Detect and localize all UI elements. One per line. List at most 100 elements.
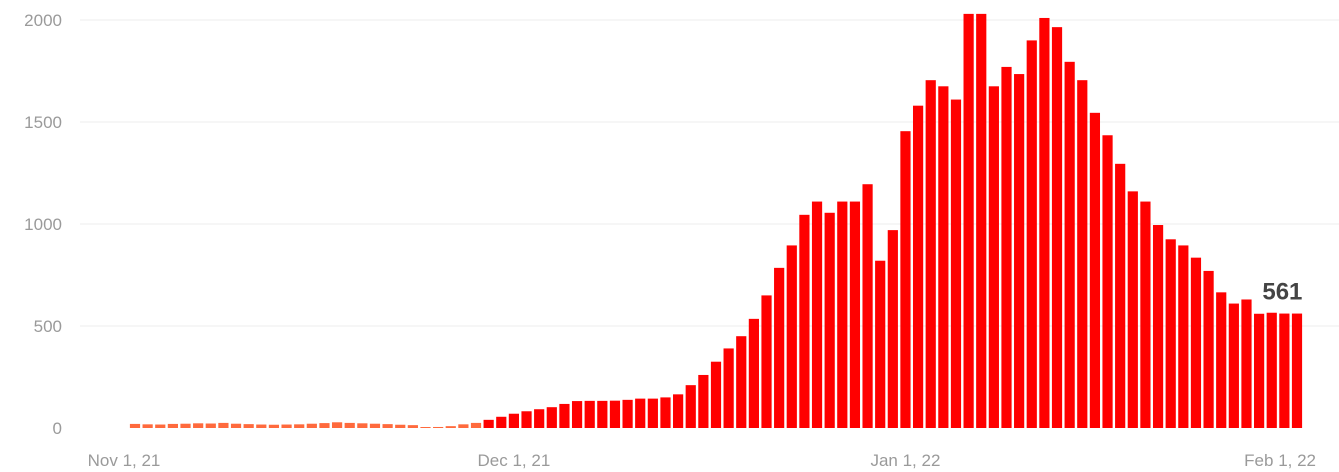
x-tick-label: Dec 1, 21 [478,451,551,470]
bar [723,348,734,428]
bar [218,422,229,428]
bar [811,201,823,428]
bar [1241,299,1252,428]
bar [180,423,191,428]
bar [521,411,532,428]
bar [849,201,861,428]
bar [433,426,444,428]
bar [559,403,570,428]
bar [205,423,216,428]
bar [622,399,633,428]
bar [900,131,911,428]
bar [1001,66,1012,429]
bar [1279,313,1290,428]
bar [685,385,696,428]
bar [862,184,873,428]
bar [294,424,305,428]
bar [357,423,368,428]
x-axis-ticks: Nov 1, 21 Dec 1, 21 Jan 1, 22 Feb 1, 22 [88,451,1316,470]
bar [710,361,722,428]
bar [673,394,684,428]
x-tick-label: Nov 1, 21 [88,451,161,470]
bar [1014,74,1025,428]
bar [369,423,381,428]
bar [1165,239,1176,428]
bar [407,425,418,428]
bar [1115,163,1126,428]
bar [761,295,772,428]
bar [1152,225,1164,428]
bar [268,424,280,428]
bar [1254,313,1265,428]
bar [976,13,987,428]
bar [382,424,393,428]
bar [938,86,949,429]
bar [1089,112,1101,428]
bar [546,407,557,428]
bar [1216,292,1227,428]
bar [344,422,355,428]
bar [875,260,886,428]
bar [1051,27,1063,428]
bar [950,99,962,428]
bar [925,80,936,429]
y-tick-label: 500 [34,317,62,336]
data-label: 561 [1262,279,1302,306]
bar [1190,257,1202,428]
bar [1127,191,1138,428]
bar [963,13,974,428]
bar [748,318,759,428]
bar [508,413,520,428]
x-tick-label: Feb 1, 22 [1244,451,1316,470]
annotations: 561 [1262,279,1302,306]
bar [647,398,658,428]
bar [837,201,848,428]
bar [306,423,317,428]
bar [660,397,671,428]
bar [483,419,494,428]
bar [1140,201,1151,428]
bar [609,400,621,428]
bar [256,424,267,428]
bar [799,214,810,428]
bar [155,424,166,428]
y-tick-label: 1000 [24,215,62,234]
bar [534,409,545,428]
bar [243,424,254,428]
x-tick-label: Jan 1, 22 [870,451,940,470]
bar [496,416,507,428]
bar [887,230,898,428]
bar [571,401,583,428]
bar [395,424,406,428]
bar [142,424,153,428]
bar [1077,80,1088,429]
bar [420,427,431,428]
bar [331,422,343,428]
bar [129,423,141,428]
bar [824,212,835,428]
y-axis-ticks: 0 500 1000 1500 2000 [24,11,62,438]
bar [193,423,204,428]
bar [319,423,330,428]
bar [584,400,595,428]
bar [230,423,242,428]
bar [912,105,924,429]
y-tick-label: 1500 [24,113,62,132]
bar [988,86,999,429]
bar [1039,17,1050,429]
bar [445,426,456,428]
y-tick-label: 2000 [24,11,62,30]
bar [597,400,608,428]
bar [786,245,797,428]
bar [774,267,785,428]
bar [1291,313,1303,428]
bars [129,13,1303,429]
bar [281,424,292,428]
bar [1178,245,1189,428]
bar [1102,135,1113,428]
y-tick-label: 0 [53,419,62,438]
bar [1203,270,1214,428]
bar [470,422,482,428]
bar [698,374,709,428]
